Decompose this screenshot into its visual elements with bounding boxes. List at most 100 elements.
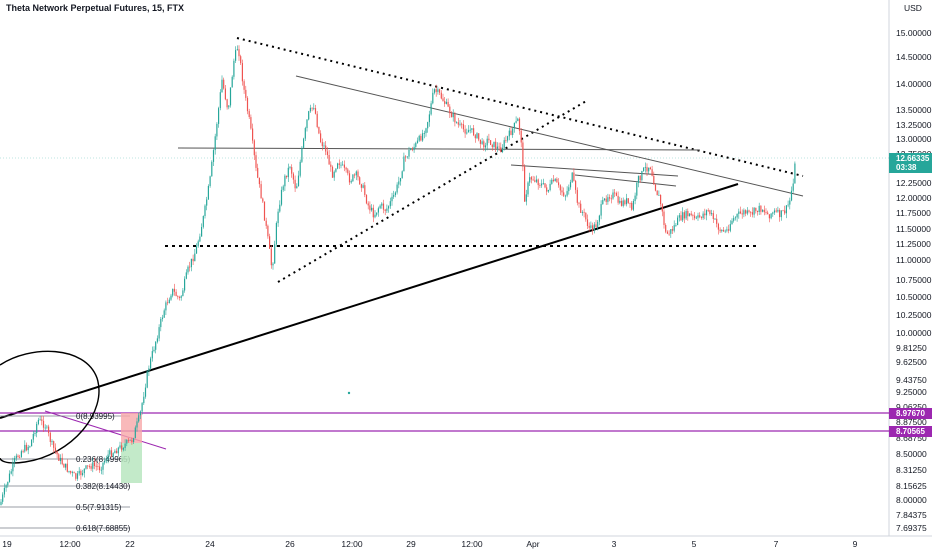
candle-body bbox=[219, 92, 221, 108]
candle-body bbox=[107, 454, 109, 460]
candle-body bbox=[211, 161, 213, 177]
candle-body bbox=[265, 220, 267, 226]
candle-body bbox=[629, 202, 631, 204]
descending-gray-trendline[interactable] bbox=[295, 75, 804, 197]
candle-body bbox=[615, 193, 617, 196]
candle-body bbox=[546, 187, 548, 192]
candle-body bbox=[753, 207, 755, 215]
candle-body bbox=[792, 183, 794, 191]
price-axis[interactable]: 15.00000 14.50000 14.00000 13.50000 13.25000… bbox=[896, 3, 932, 533]
candle-body bbox=[323, 145, 325, 147]
candle-body bbox=[716, 218, 718, 224]
candle-body bbox=[539, 185, 541, 186]
candle-body bbox=[127, 439, 130, 441]
candle-body bbox=[542, 183, 544, 184]
y-tick-label: 7.84375 bbox=[896, 510, 927, 520]
candle-body bbox=[512, 128, 514, 135]
candle-body bbox=[331, 166, 334, 178]
candle-body bbox=[619, 200, 621, 203]
flag-upper-line[interactable] bbox=[510, 164, 679, 177]
candle-body bbox=[258, 177, 260, 185]
candle-body bbox=[767, 212, 769, 215]
candle-body bbox=[124, 443, 126, 448]
fib-retracement[interactable]: 0(8.93995) 0.236(8.49965) 0.382(8.14430)… bbox=[0, 412, 131, 533]
candle-body bbox=[129, 439, 131, 441]
candle-body bbox=[294, 179, 296, 189]
flag-mid-line[interactable] bbox=[574, 174, 677, 187]
candle-body bbox=[151, 351, 153, 359]
candle-body bbox=[253, 140, 255, 156]
position-target-zone[interactable] bbox=[121, 443, 142, 483]
candle-body bbox=[12, 462, 14, 472]
candle-body bbox=[337, 163, 339, 169]
candle-body bbox=[493, 141, 495, 147]
candle-body bbox=[388, 206, 390, 209]
candle-body bbox=[731, 220, 733, 225]
candle-body bbox=[117, 447, 119, 454]
x-tick-label: 12:00 bbox=[461, 539, 483, 549]
candle-body bbox=[571, 172, 573, 183]
candle-body bbox=[705, 210, 708, 216]
candle-body bbox=[787, 204, 789, 206]
candle-body bbox=[418, 135, 420, 141]
candle-body bbox=[583, 212, 585, 213]
candle-body bbox=[36, 424, 38, 433]
candle-body bbox=[204, 205, 206, 216]
candle-body bbox=[772, 212, 774, 214]
candle-body bbox=[246, 97, 249, 112]
candle-body bbox=[610, 198, 612, 200]
y-tick-label: 13.00000 bbox=[896, 134, 932, 144]
price-tag-purple-1: 8.97670 bbox=[889, 408, 932, 419]
candle-body bbox=[661, 204, 663, 212]
x-tick-label: 3 bbox=[612, 539, 617, 549]
candle-body bbox=[320, 133, 322, 142]
triangle-upper-trendline[interactable] bbox=[236, 37, 804, 177]
candle-body bbox=[141, 403, 143, 412]
purple-sloping-line[interactable] bbox=[44, 410, 167, 450]
hand-drawn-circle[interactable] bbox=[0, 350, 100, 464]
candle-body bbox=[335, 168, 337, 172]
candle-body bbox=[299, 161, 301, 176]
x-tick-label: 22 bbox=[125, 539, 135, 549]
candle-body bbox=[505, 140, 507, 141]
candle-body bbox=[622, 200, 624, 206]
candle-body bbox=[432, 92, 434, 104]
time-axis[interactable]: 19 12:00 22 24 26 12:00 29 12:00 Apr 3 5 7 9 bbox=[2, 539, 857, 549]
candle-body bbox=[46, 426, 48, 428]
y-tick-label: 7.69375 bbox=[896, 523, 927, 533]
candle-body bbox=[260, 184, 262, 199]
candle-body bbox=[382, 203, 385, 210]
candle-body bbox=[491, 145, 493, 148]
candle-body bbox=[53, 441, 55, 448]
y-tick-label: 8.15625 bbox=[896, 481, 927, 491]
candle-body bbox=[671, 229, 674, 231]
bold-ascending-trendline[interactable] bbox=[0, 183, 739, 419]
candle-body bbox=[93, 462, 96, 466]
candle-body bbox=[394, 192, 396, 195]
candle-body bbox=[518, 118, 521, 131]
candle-body bbox=[97, 466, 99, 467]
candle-body bbox=[631, 203, 633, 210]
candle-body bbox=[201, 227, 203, 237]
horizontal-gray-line[interactable] bbox=[177, 147, 701, 151]
candle-body bbox=[3, 487, 5, 495]
candle-body bbox=[479, 139, 481, 144]
candle-body bbox=[549, 183, 551, 190]
candle-body bbox=[398, 181, 400, 185]
fib-label: 0.382(8.14430) bbox=[76, 482, 131, 491]
candle-body bbox=[653, 175, 655, 185]
candle-body bbox=[790, 190, 793, 201]
x-tick-label: 9 bbox=[853, 539, 858, 549]
candle-body bbox=[682, 212, 684, 221]
candle-body bbox=[522, 142, 524, 167]
candle-body bbox=[99, 466, 101, 471]
candle-body bbox=[381, 203, 383, 206]
candle-body bbox=[144, 387, 147, 397]
candle-body bbox=[452, 113, 454, 118]
candle-body bbox=[695, 217, 697, 219]
y-tick-label: 8.31250 bbox=[896, 465, 927, 475]
candle-body bbox=[617, 195, 619, 203]
candle-body bbox=[430, 103, 432, 115]
candle-body bbox=[100, 469, 102, 471]
